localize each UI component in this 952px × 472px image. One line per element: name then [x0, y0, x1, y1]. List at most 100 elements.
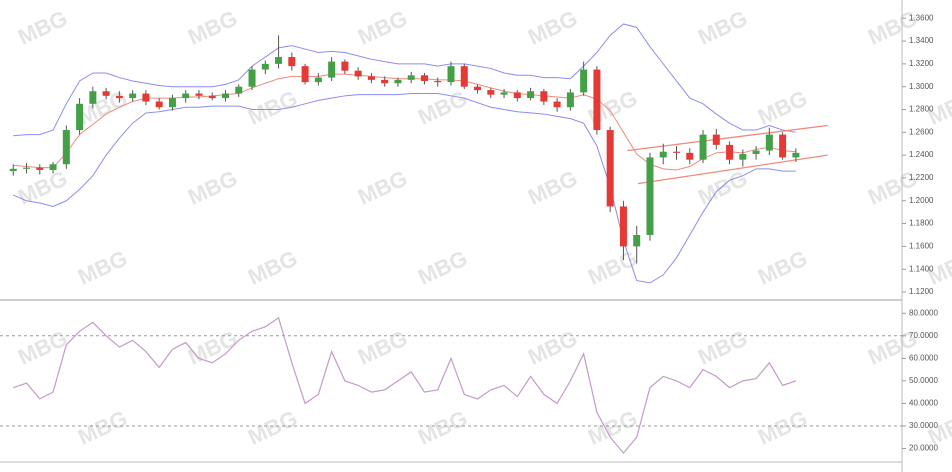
candle-body	[102, 91, 110, 96]
y-tick-label: 80.0000	[909, 308, 938, 317]
candle-body	[354, 70, 362, 77]
y-tick-label: 1.2200	[909, 173, 934, 182]
watermark: MBG	[414, 405, 471, 449]
candle-body	[275, 57, 283, 64]
y-tick-label: 1.2400	[909, 150, 934, 159]
candle-body	[686, 152, 694, 160]
candle-body	[487, 90, 495, 95]
candle-body	[434, 80, 442, 83]
y-tick-label: 60.0000	[909, 353, 938, 362]
candle-body	[460, 66, 468, 87]
candle-body	[142, 93, 150, 102]
y-tick-label: 1.3200	[909, 59, 934, 68]
candle-body	[606, 130, 614, 207]
y-tick-label: 50.0000	[909, 376, 938, 385]
y-tick-label: 1.3600	[909, 13, 934, 22]
watermark: MBG	[524, 165, 581, 209]
y-tick-label: 1.1400	[909, 264, 934, 273]
watermark: MBG	[414, 245, 471, 289]
candle-body	[62, 130, 70, 165]
candle-body	[301, 66, 309, 83]
candle-body	[9, 168, 17, 172]
y-tick-label: 40.0000	[909, 399, 938, 408]
candle-body	[619, 206, 627, 247]
watermark: MBG	[354, 165, 411, 209]
y-tick-label: 20.0000	[909, 444, 938, 453]
watermark: MBG	[694, 325, 751, 369]
candle-body	[182, 93, 190, 99]
watermark: MBG	[184, 165, 241, 209]
candle-body	[49, 164, 57, 170]
candle-body	[367, 76, 375, 80]
y-tick-label: 1.2800	[909, 105, 934, 114]
watermark: MBG	[184, 5, 241, 49]
candle-body	[341, 61, 349, 71]
candle-body	[474, 86, 482, 91]
candle-body	[168, 98, 176, 108]
watermark: MBG	[524, 5, 581, 49]
candle-body	[699, 134, 707, 160]
candle-body	[314, 77, 322, 83]
y-tick-label: 30.0000	[909, 421, 938, 430]
candle-body	[513, 92, 521, 99]
watermark: MBG	[694, 5, 751, 49]
candle-body	[659, 151, 667, 158]
candle-body	[261, 63, 269, 70]
candle-body	[288, 57, 296, 67]
watermark: MBG	[354, 325, 411, 369]
y-tick-label: 70.0000	[909, 331, 938, 340]
watermark: MBG	[14, 5, 71, 49]
candle-body	[76, 103, 84, 131]
watermark: MBG	[244, 245, 301, 289]
candle-body	[792, 152, 800, 158]
candle-body	[328, 61, 336, 78]
candle-body	[726, 144, 734, 160]
candle-body	[593, 69, 601, 131]
candle-body	[407, 75, 415, 80]
candle-body	[394, 79, 402, 84]
y-tick-label: 1.1200	[909, 287, 934, 296]
candle-body	[155, 101, 163, 108]
candle-body	[208, 95, 216, 99]
candle-body	[381, 79, 389, 84]
watermark: MBG	[74, 245, 131, 289]
watermark: MBG	[754, 85, 811, 129]
band-line	[13, 23, 796, 137]
candle-body	[420, 75, 428, 81]
candle-body	[500, 92, 508, 95]
y-tick-label: 1.2000	[909, 196, 934, 205]
watermark: MBG	[354, 5, 411, 49]
watermark: MBG	[524, 325, 581, 369]
candle-body	[23, 167, 31, 169]
candle-body	[739, 153, 747, 160]
candle-body	[129, 93, 137, 99]
watermark: MBG	[74, 405, 131, 449]
watermark: MBG	[694, 165, 751, 209]
watermark: MBG	[14, 165, 71, 209]
candle-body	[195, 93, 203, 96]
candle-body	[447, 66, 455, 83]
y-tick-label: 1.1600	[909, 241, 934, 250]
watermark: MBG	[754, 245, 811, 289]
candle-body	[673, 151, 680, 153]
candle-body	[566, 92, 574, 108]
watermark: MBG	[584, 405, 641, 449]
watermark: MBG	[754, 405, 811, 449]
rsi-line	[13, 316, 797, 454]
candle-body	[553, 101, 561, 108]
candle-body	[248, 69, 256, 87]
band-line	[13, 73, 796, 171]
y-tick-label: 1.3400	[909, 36, 934, 45]
channel-line	[627, 124, 828, 152]
candle-body	[779, 134, 787, 158]
watermark: MBG	[14, 325, 71, 369]
candle-body	[115, 95, 123, 99]
watermark: MBG	[414, 85, 471, 129]
y-tick-label: 1.1800	[909, 219, 934, 228]
candle-body	[89, 91, 97, 104]
candle-body	[580, 69, 588, 93]
candle-body	[235, 86, 243, 94]
candle-body	[633, 234, 641, 247]
